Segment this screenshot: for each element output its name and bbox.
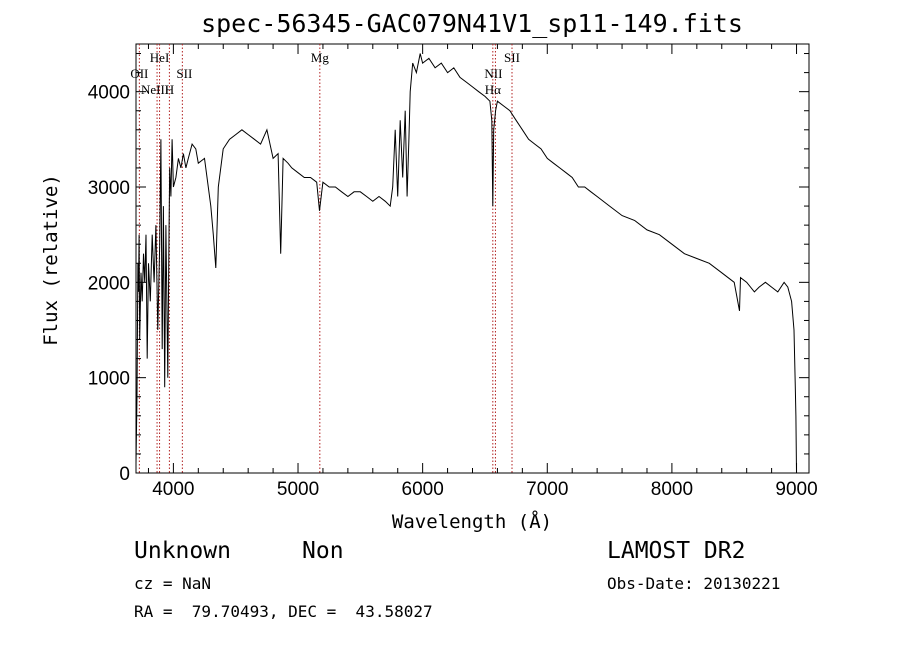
- y-tick-label-2: 2000: [88, 273, 130, 294]
- axis-ticks: [136, 44, 809, 474]
- y-tick-label-4: 4000: [88, 83, 130, 104]
- y-tick-label-1: 1000: [88, 369, 130, 390]
- line-label-5: Mg: [311, 50, 330, 65]
- line-label-8: SII: [504, 50, 520, 65]
- y-axis-title: Flux (relative): [40, 174, 62, 346]
- line-label-7: NII: [484, 66, 502, 81]
- x-tick-label-4: 8000: [651, 479, 693, 500]
- coordinates: RA = 79.70493, DEC = 43.58027: [134, 602, 433, 621]
- y-tick-label-0: 0: [119, 464, 130, 485]
- line-label-6: Hα: [485, 82, 501, 97]
- line-label-1: NeIII: [141, 82, 169, 97]
- x-tick-label-2: 6000: [402, 479, 444, 500]
- redshift-label: cz = NaN: [134, 574, 212, 593]
- line-label-4: SII: [176, 66, 192, 81]
- chart-title: spec-56345-GAC079N41V1_sp11-149.fits: [201, 9, 743, 38]
- x-axis-title: Wavelength (Å): [392, 510, 552, 533]
- emission-line-markers: [138, 44, 513, 473]
- line-label-2: HeI: [150, 50, 170, 65]
- x-tick-label-0: 4000: [152, 479, 194, 500]
- obs-date: Obs-Date: 20130221: [607, 574, 781, 593]
- line-label-0: OII: [130, 66, 148, 81]
- plot-frame: [135, 43, 810, 474]
- y-tick-label-3: 3000: [88, 178, 130, 199]
- object-subclass: Non: [302, 538, 344, 564]
- line-label-3: H: [165, 82, 174, 97]
- axis-tick-labels: 4000 5000 6000 7000 8000 9000 0 1000 2000 3000 400…: [88, 83, 818, 500]
- object-class: Unknown: [134, 538, 231, 564]
- x-tick-label-3: 7000: [526, 479, 568, 500]
- x-tick-label-5: 9000: [775, 479, 817, 500]
- survey-name: LAMOST DR2: [607, 538, 746, 564]
- spectrum-line: [135, 53, 797, 474]
- x-tick-label-1: 5000: [277, 479, 319, 500]
